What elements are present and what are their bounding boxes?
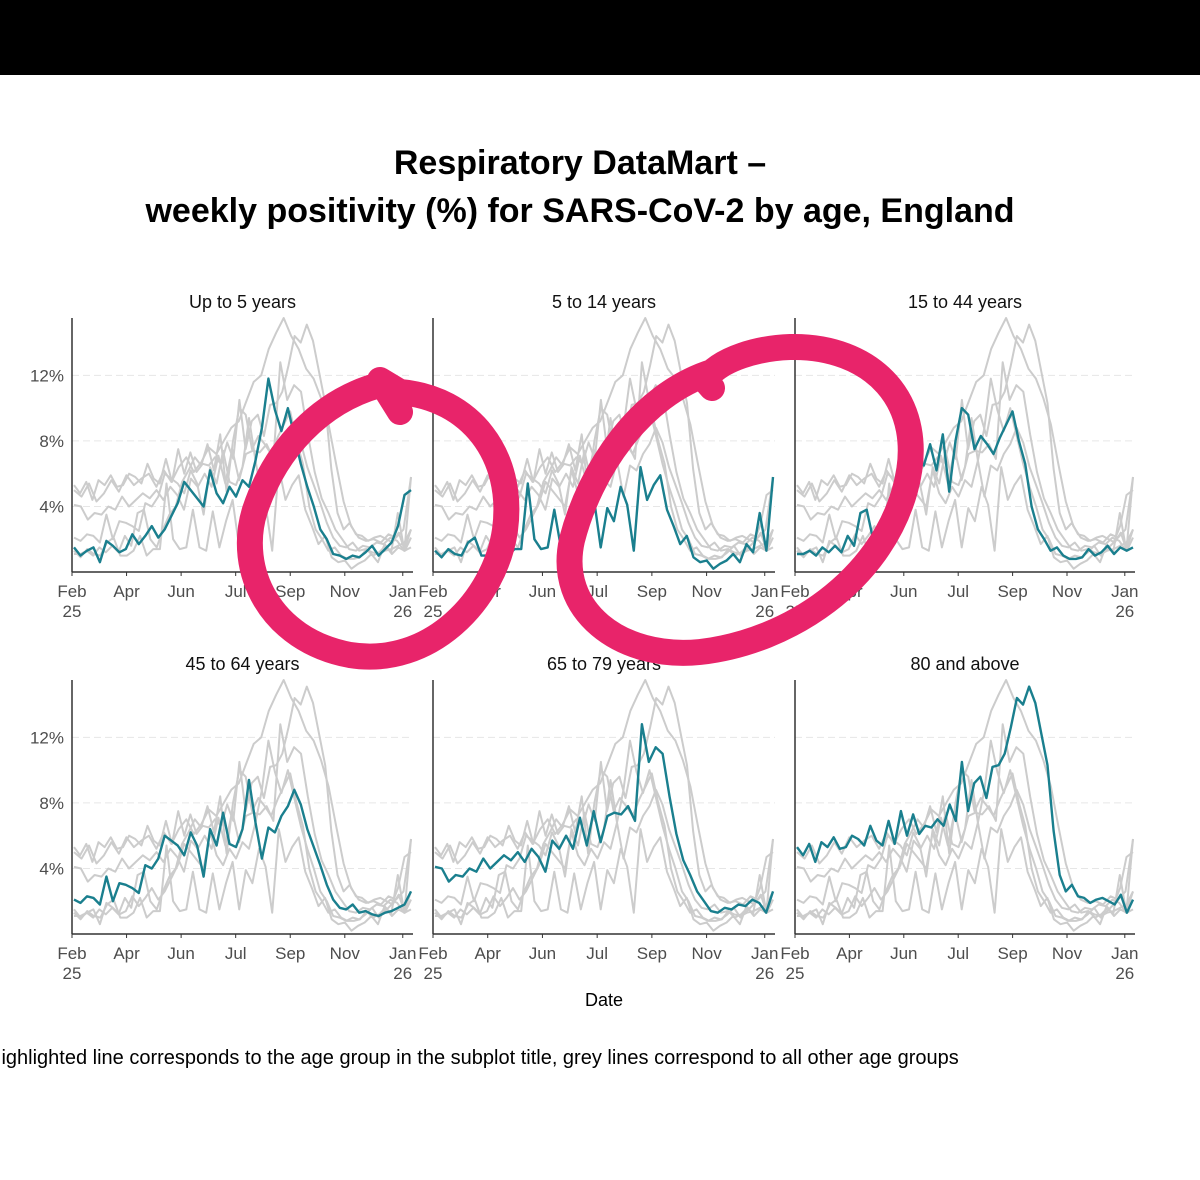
y-tick-label: 8% <box>39 432 64 451</box>
y-tick-label: 8% <box>39 794 64 813</box>
caption-text: Highlighted line corresponds to the age … <box>0 1047 959 1069</box>
x-tick-label: Sep <box>997 944 1027 963</box>
panel-title: 15 to 44 years <box>908 292 1022 312</box>
x-tick-label: Jun <box>529 582 556 601</box>
x-tick-label: Nov <box>1052 582 1083 601</box>
figure-caption: Highlighted line corresponds to the age … <box>0 1047 1200 1070</box>
series-line-grey <box>796 466 1134 570</box>
y-tick-label: 12% <box>30 728 64 747</box>
series-line-grey <box>434 739 774 926</box>
series-line-grey <box>73 317 412 544</box>
x-tick-label: Nov <box>691 944 722 963</box>
x-tick-label: 26 <box>393 964 412 983</box>
x-tick-label: Feb <box>57 582 86 601</box>
x-tick-label: Jul <box>225 944 247 963</box>
x-tick-label: Jul <box>225 582 247 601</box>
series-line-grey <box>796 377 1134 564</box>
x-tick-label: Jan <box>389 582 416 601</box>
x-tick-label: Feb <box>418 944 447 963</box>
y-tick-label: 12% <box>30 366 64 385</box>
x-tick-label: Sep <box>275 582 305 601</box>
x-tick-label: Jun <box>890 944 917 963</box>
x-tick-label: 26 <box>1115 964 1134 983</box>
series-line-grey <box>73 679 412 906</box>
x-tick-label: Jun <box>167 944 194 963</box>
x-tick-label: Apr <box>836 944 863 963</box>
x-tick-label: Jun <box>890 582 917 601</box>
series-line-highlight <box>434 723 775 914</box>
x-tick-label: Jan <box>389 944 416 963</box>
x-axis-title: Date <box>585 990 623 1010</box>
hand-drawn-annotations <box>236 333 924 670</box>
y-tick-label: 4% <box>39 497 64 516</box>
panel-title: 5 to 14 years <box>552 292 656 312</box>
x-tick-label: 25 <box>63 964 82 983</box>
x-tick-label: Sep <box>275 944 305 963</box>
x-tick-label: Nov <box>1052 944 1083 963</box>
x-tick-label: Sep <box>637 582 667 601</box>
x-tick-label: Nov <box>691 582 722 601</box>
x-tick-label: 26 <box>755 602 774 621</box>
x-tick-label: Sep <box>637 944 667 963</box>
y-tick-label: 4% <box>39 859 64 878</box>
x-tick-label: 26 <box>1115 602 1134 621</box>
series-line-grey <box>796 739 1134 926</box>
series-line-grey <box>434 679 774 906</box>
x-tick-label: Jun <box>529 944 556 963</box>
series-line-highlight <box>797 406 1134 561</box>
series-line-grey <box>434 828 774 932</box>
chart-title-line2: weekly positivity (%) for SARS-CoV-2 by … <box>144 192 1014 230</box>
x-tick-label: Apr <box>474 944 501 963</box>
x-tick-label: Nov <box>330 944 361 963</box>
top-black-bar <box>0 0 1200 75</box>
x-tick-label: Jul <box>947 582 969 601</box>
series-line-grey <box>434 685 774 914</box>
series-line-grey <box>796 723 1134 914</box>
x-tick-label: Apr <box>113 944 140 963</box>
series-line-highlight <box>73 778 413 918</box>
x-tick-label: Jan <box>1111 582 1138 601</box>
annotation-circle-left <box>236 367 520 670</box>
panel-title: Up to 5 years <box>189 292 296 312</box>
x-tick-label: 25 <box>424 602 443 621</box>
x-tick-label: Feb <box>418 582 447 601</box>
series-line-grey <box>73 828 412 932</box>
panel-title: 80 and above <box>910 654 1019 674</box>
series-line-grey <box>73 739 412 926</box>
series-line-highlight <box>73 377 412 564</box>
x-tick-label: Jun <box>167 582 194 601</box>
x-tick-label: 26 <box>393 602 412 621</box>
panel-title: 65 to 79 years <box>547 654 661 674</box>
x-tick-label: Feb <box>57 944 86 963</box>
annotation-circle-right <box>556 333 924 666</box>
x-tick-label: Nov <box>330 582 361 601</box>
x-tick-label: Jan <box>751 582 778 601</box>
x-tick-label: Feb <box>780 944 809 963</box>
x-tick-label: 25 <box>786 964 805 983</box>
panel-title: 45 to 64 years <box>185 654 299 674</box>
x-tick-label: 25 <box>424 964 443 983</box>
x-tick-label: 25 <box>63 602 82 621</box>
series-line-grey <box>73 685 412 914</box>
series-line-grey <box>73 361 412 552</box>
x-tick-label: Sep <box>997 582 1027 601</box>
x-tick-label: Feb <box>780 582 809 601</box>
x-tick-label: Jan <box>1111 944 1138 963</box>
x-tick-label: Apr <box>113 582 140 601</box>
series-line-grey <box>796 361 1134 552</box>
x-tick-label: Jan <box>751 944 778 963</box>
x-tick-label: Jul <box>947 944 969 963</box>
chart-title-line1: Respiratory DataMart – <box>394 144 766 182</box>
x-tick-label: Jul <box>586 944 608 963</box>
x-tick-label: 26 <box>755 964 774 983</box>
series-line-highlight <box>796 685 1135 914</box>
series-line-grey <box>796 828 1134 932</box>
